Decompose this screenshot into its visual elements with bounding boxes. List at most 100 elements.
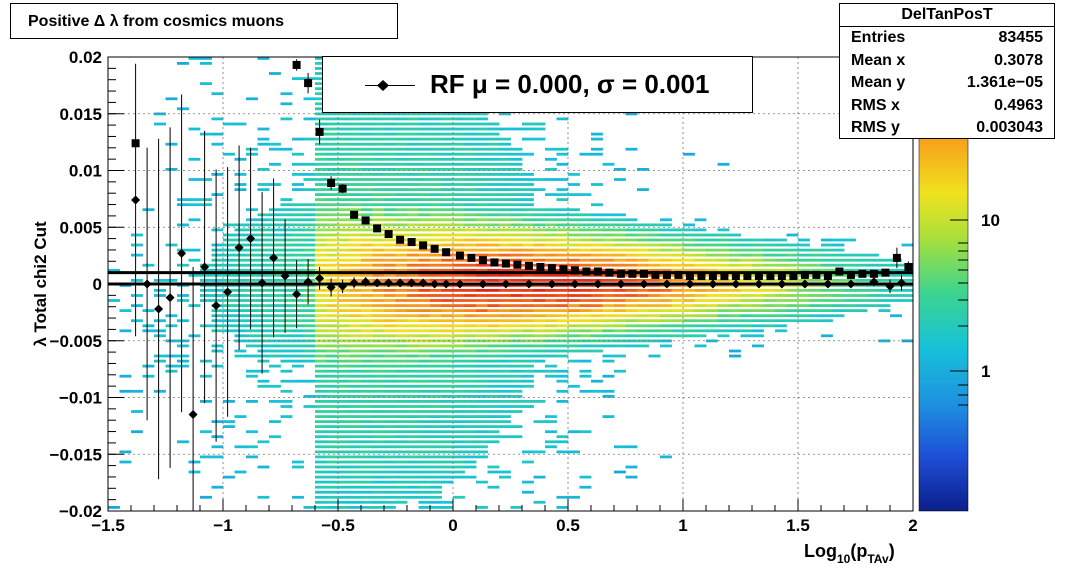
marker-diamond	[303, 277, 313, 287]
heatmap-bin	[246, 218, 258, 222]
heatmap-bin	[556, 162, 569, 166]
heatmap-bin	[487, 470, 500, 474]
heatmap-bin	[786, 304, 799, 307]
heatmap-bin	[223, 122, 235, 126]
heatmap-bin	[568, 304, 580, 307]
heatmap-bin	[188, 460, 201, 464]
heatmap-bin	[384, 168, 396, 171]
heatmap-bin	[315, 258, 327, 262]
heatmap-bin	[499, 364, 511, 368]
heatmap-bin	[315, 208, 327, 212]
heatmap-bin	[591, 334, 603, 338]
heatmap-bin	[315, 349, 327, 353]
heatmap-bin	[568, 279, 580, 282]
heatmap-bin	[326, 425, 339, 428]
heatmap-bin	[257, 379, 270, 383]
heatmap-bin	[522, 279, 534, 282]
heatmap-bin	[752, 324, 764, 328]
heatmap-bin	[499, 374, 511, 378]
heatmap-bin	[349, 455, 362, 459]
heatmap-bin	[901, 289, 914, 292]
heatmap-bin	[315, 152, 327, 156]
heatmap-bin	[694, 309, 707, 312]
heatmap-bin	[568, 309, 580, 312]
heatmap-bin	[694, 324, 707, 328]
heatmap-bin	[407, 127, 419, 131]
heatmap-bin	[522, 400, 534, 403]
heatmap-bin	[361, 173, 373, 176]
heatmap-bin	[775, 243, 787, 247]
heatmap-bin	[418, 152, 431, 156]
heatmap-bin	[177, 203, 189, 207]
heatmap-bin	[361, 228, 373, 232]
colorbar-axis: 110	[950, 211, 1000, 406]
heatmap-bin	[579, 152, 592, 156]
heatmap-bin	[257, 253, 270, 257]
heatmap-bin	[223, 253, 235, 257]
legend-label: RF μ = 0.000, σ = 0.001	[430, 69, 710, 99]
heatmap-bin	[625, 445, 638, 449]
heatmap-bin	[660, 268, 672, 272]
heatmap-bin	[280, 319, 293, 323]
heatmap-bin	[395, 309, 408, 312]
heatmap-bin	[315, 460, 327, 464]
heatmap-bin	[326, 480, 339, 484]
heatmap-bin	[683, 263, 695, 267]
heatmap-bin	[326, 132, 339, 136]
heatmap-bin	[349, 339, 362, 343]
heatmap-bin	[407, 465, 419, 469]
heatmap-bin	[717, 329, 730, 333]
marker-square	[442, 248, 451, 257]
heatmap-bin	[499, 188, 511, 191]
marker-diamond	[246, 234, 256, 244]
heatmap-bin	[430, 162, 442, 166]
heatmap-bin	[418, 445, 431, 449]
heatmap-bin	[660, 294, 672, 297]
heatmap-bin	[292, 304, 304, 307]
heatmap-bin	[901, 339, 914, 343]
heatmap-bin	[211, 193, 224, 196]
heatmap-bin	[269, 299, 281, 302]
heatmap-bin	[775, 329, 787, 333]
heatmap-bin	[683, 314, 695, 318]
heatmap-bin	[292, 203, 304, 207]
heatmap-bin	[384, 117, 396, 121]
marker-diamond	[384, 278, 394, 288]
heatmap-bin	[533, 273, 546, 277]
heatmap-bin	[694, 218, 707, 222]
heatmap-bin	[315, 420, 327, 423]
heatmap-bin	[499, 198, 511, 201]
heatmap-bin	[798, 238, 810, 242]
heatmap-bin	[729, 314, 741, 318]
heatmap-bin	[441, 354, 454, 358]
heatmap-bin	[395, 445, 408, 449]
heatmap-bin	[418, 495, 431, 499]
heatmap-bin	[361, 132, 373, 136]
heatmap-bin	[625, 475, 638, 479]
heatmap-bin	[522, 309, 534, 312]
heatmap-bin	[487, 405, 500, 408]
heatmap-bin	[499, 299, 511, 302]
heatmap-bin	[844, 253, 856, 257]
heatmap-bin	[545, 178, 557, 181]
heatmap-bin	[246, 299, 258, 302]
heatmap-bin	[499, 344, 511, 348]
heatmap-bin	[280, 299, 293, 302]
heatmap-bin	[752, 238, 764, 242]
heatmap-bin	[441, 279, 454, 282]
heatmap-bin	[786, 253, 799, 257]
heatmap-bin	[246, 294, 258, 297]
heatmap-bin	[660, 314, 672, 318]
marker-diamond	[315, 273, 325, 283]
heatmap-bin	[441, 379, 454, 383]
heatmap-bin	[407, 374, 419, 378]
heatmap-bin	[487, 173, 500, 176]
heatmap-bin	[280, 117, 293, 121]
heatmap-bin	[418, 415, 431, 418]
heatmap-bin	[338, 329, 350, 333]
heatmap-bin	[223, 233, 235, 237]
heatmap-bin	[407, 480, 419, 484]
heatmap-bin	[522, 188, 534, 191]
heatmap-bin	[142, 374, 155, 378]
heatmap-bin	[602, 213, 615, 217]
